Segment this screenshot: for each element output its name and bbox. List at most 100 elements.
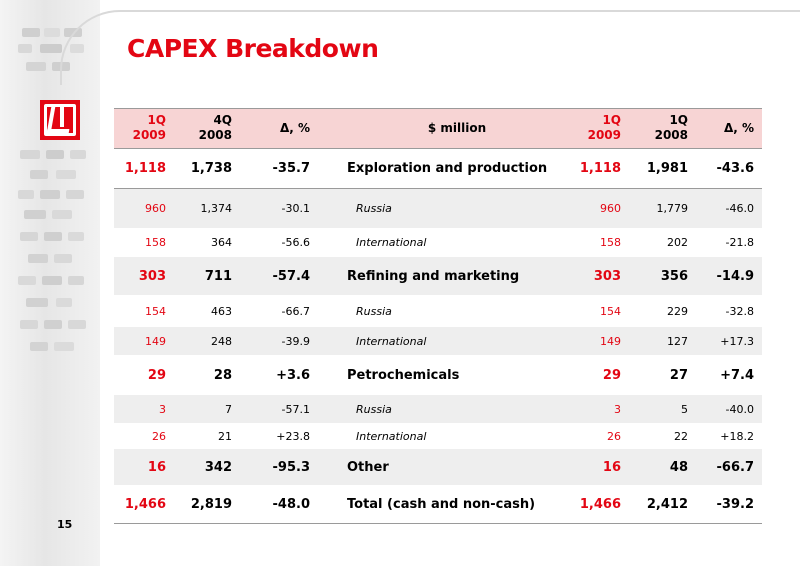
value-cell: -14.9 xyxy=(716,268,754,284)
value-cell: +7.4 xyxy=(720,367,754,383)
table-row: 303 711 -57.4 Refining and marketing 303 356 -… xyxy=(114,257,762,295)
value-cell: 26 xyxy=(152,429,166,443)
decorative-stripe xyxy=(44,320,62,329)
page-title: CAPEX Breakdown xyxy=(127,34,379,63)
table-rule xyxy=(114,523,762,524)
decorative-stripe xyxy=(22,28,40,37)
value-cell: -57.4 xyxy=(272,268,310,284)
value-cell: -35.7 xyxy=(272,160,310,176)
value-cell: -32.8 xyxy=(725,304,754,318)
table-row: 149 248 -39.9 International 149 127 +17.3 xyxy=(114,327,762,355)
decorative-stripe xyxy=(18,44,32,53)
table-header: 1Q 2009 4Q 2008 Δ, % $ million 1Q 2009 1Q 20… xyxy=(114,108,762,148)
value-cell: 364 xyxy=(211,236,232,249)
value-cell: 7 xyxy=(225,402,232,416)
decorative-stripe xyxy=(20,320,38,329)
value-cell: 26 xyxy=(607,429,621,443)
value-cell: +23.8 xyxy=(276,429,310,443)
row-label: Refining and marketing xyxy=(347,268,520,284)
row-label: International xyxy=(356,429,427,443)
decorative-stripe xyxy=(28,254,48,263)
lukoil-logo-icon xyxy=(40,100,80,140)
decorative-stripe xyxy=(24,210,46,219)
header-delta-2: Δ, % xyxy=(723,120,754,135)
table-row: 16 342 -95.3 Other 16 48 -66.7 xyxy=(114,449,762,485)
header-delta-1: Δ, % xyxy=(279,120,310,135)
row-label: International xyxy=(356,334,427,348)
decorative-stripe xyxy=(52,210,72,219)
decorative-stripe xyxy=(46,150,64,159)
value-cell: 463 xyxy=(211,304,232,318)
value-cell: 28 xyxy=(213,367,232,383)
value-cell: -21.8 xyxy=(725,236,754,249)
value-cell: +17.3 xyxy=(720,334,754,348)
row-label: Russia xyxy=(356,201,392,215)
value-cell: 711 xyxy=(204,268,232,284)
value-cell: -46.0 xyxy=(725,201,754,215)
row-label: International xyxy=(356,236,427,249)
value-cell: 342 xyxy=(204,459,232,475)
row-label: Exploration and production xyxy=(347,160,548,176)
header-label: $ million xyxy=(427,120,487,135)
decorative-stripe xyxy=(70,150,86,159)
decorative-stripe xyxy=(30,170,48,179)
decorative-stripe xyxy=(56,170,76,179)
row-label: Petrochemicals xyxy=(347,367,460,383)
value-cell: 21 xyxy=(218,429,232,443)
decorative-stripe xyxy=(66,190,84,199)
decorative-stripe xyxy=(18,190,34,199)
row-label: Total (cash and non-cash) xyxy=(347,496,536,512)
value-cell: 158 xyxy=(145,236,166,249)
table-row: 154 463 -66.7 Russia 154 229 -32.8 xyxy=(114,295,762,327)
value-cell: 154 xyxy=(145,304,166,318)
table-row: 3 7 -57.1 Russia 3 5 -40.0 xyxy=(114,395,762,423)
value-cell: 149 xyxy=(145,334,166,348)
value-cell: -39.2 xyxy=(716,496,754,512)
page-number: 15 xyxy=(57,518,73,531)
value-cell: 3 xyxy=(159,402,166,416)
header-1q-2009-a: 1Q 2009 xyxy=(132,113,166,142)
value-cell: -39.9 xyxy=(281,334,310,348)
decorative-stripe xyxy=(68,320,86,329)
decorative-stripe xyxy=(20,232,38,241)
row-label: Russia xyxy=(356,304,392,318)
decorative-stripe xyxy=(42,276,62,285)
decorative-stripe xyxy=(26,62,46,71)
value-cell: 960 xyxy=(600,201,621,215)
value-cell: 2,412 xyxy=(646,496,688,512)
value-cell: 3 xyxy=(614,402,621,416)
value-cell: 29 xyxy=(602,367,621,383)
decorative-stripe xyxy=(54,342,74,351)
row-label: Russia xyxy=(356,402,392,416)
table-row: 1,118 1,738 -35.7 Exploration and productio… xyxy=(114,148,762,188)
decorative-stripe xyxy=(40,190,60,199)
value-cell: +3.6 xyxy=(276,367,310,383)
value-cell: 202 xyxy=(667,236,688,249)
value-cell: -30.1 xyxy=(281,201,310,215)
value-cell: 1,981 xyxy=(646,160,688,176)
decorative-stripe xyxy=(54,254,72,263)
header-1q-2008: 1Q 2008 xyxy=(654,113,688,142)
row-label: Other xyxy=(347,459,389,475)
decorative-stripe xyxy=(44,232,62,241)
value-cell: 1,738 xyxy=(190,160,232,176)
value-cell: 48 xyxy=(669,459,688,475)
value-cell: -43.6 xyxy=(716,160,754,176)
decorative-stripe xyxy=(40,44,62,53)
value-cell: 248 xyxy=(211,334,232,348)
table-row: 29 28 +3.6 Petrochemicals 29 27 +7.4 xyxy=(114,355,762,395)
table-row: 158 364 -56.6 International 158 202 -21.8 xyxy=(114,228,762,257)
decorative-stripe xyxy=(18,276,36,285)
value-cell: 1,118 xyxy=(124,160,166,176)
decorative-stripe xyxy=(30,342,48,351)
table-rule xyxy=(114,108,762,109)
value-cell: -66.7 xyxy=(716,459,754,475)
value-cell: 158 xyxy=(600,236,621,249)
table-rule xyxy=(114,148,762,149)
value-cell: 303 xyxy=(593,268,621,284)
decorative-stripe xyxy=(26,298,48,307)
value-cell: 229 xyxy=(667,304,688,318)
value-cell: 2,819 xyxy=(190,496,232,512)
value-cell: -48.0 xyxy=(272,496,310,512)
table-row: 1,466 2,819 -48.0 Total (cash and non-cash)… xyxy=(114,485,762,523)
